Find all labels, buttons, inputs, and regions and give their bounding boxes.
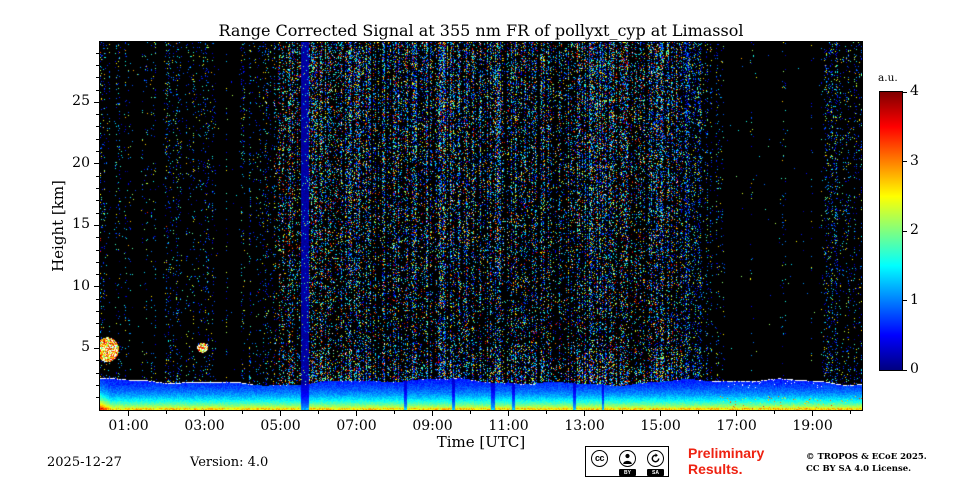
x-tick-label: 13:00 bbox=[564, 418, 605, 434]
y-minor-tick-mark bbox=[96, 175, 99, 177]
y-tick-label: 20 bbox=[72, 154, 90, 171]
copyright-line-1: © TROPOS & ECoE 2025. bbox=[806, 452, 927, 462]
heatmap-canvas bbox=[100, 42, 862, 410]
y-minor-tick-mark bbox=[96, 212, 99, 214]
y-minor-tick-mark bbox=[96, 89, 99, 91]
footer-date: 2025-12-27 bbox=[47, 455, 122, 470]
y-tick-mark bbox=[94, 101, 99, 103]
x-minor-tick-mark bbox=[470, 411, 472, 414]
cc-by-person-icon bbox=[619, 450, 636, 467]
y-minor-tick-mark bbox=[96, 52, 99, 54]
y-tick-label: 15 bbox=[72, 216, 90, 233]
colorbar-tick-mark bbox=[903, 300, 907, 301]
y-minor-tick-mark bbox=[96, 372, 99, 374]
y-tick-label: 5 bbox=[81, 339, 90, 356]
y-minor-tick-mark bbox=[96, 237, 99, 239]
x-tick-mark bbox=[128, 411, 129, 416]
y-minor-tick-mark bbox=[96, 274, 99, 276]
y-minor-tick-mark bbox=[96, 298, 99, 300]
y-minor-tick-mark bbox=[96, 151, 99, 153]
y-tick-mark bbox=[94, 224, 99, 226]
colorbar-tick-label: 0 bbox=[910, 361, 919, 377]
x-tick-label: 11:00 bbox=[488, 418, 529, 434]
x-tick-label: 03:00 bbox=[184, 418, 225, 434]
x-tick-label: 09:00 bbox=[412, 418, 453, 434]
cc-sa-chip: SA bbox=[647, 469, 664, 476]
copyright-note: © TROPOS & ECoE 2025. CC BY SA 4.0 Licen… bbox=[806, 451, 927, 476]
x-minor-tick-mark bbox=[394, 411, 396, 414]
y-minor-tick-mark bbox=[96, 335, 99, 337]
y-minor-tick-mark bbox=[96, 249, 99, 251]
x-minor-tick-mark bbox=[850, 411, 852, 414]
colorbar-tick-label: 2 bbox=[910, 222, 919, 238]
colorbar-tick-mark bbox=[903, 369, 907, 371]
y-minor-tick-mark bbox=[96, 323, 99, 325]
x-tick-mark bbox=[812, 411, 814, 416]
x-tick-label: 07:00 bbox=[336, 418, 377, 434]
y-minor-tick-mark bbox=[96, 311, 99, 313]
y-tick-mark bbox=[94, 347, 99, 349]
x-tick-mark bbox=[204, 411, 205, 416]
x-minor-tick-mark bbox=[242, 411, 244, 414]
y-minor-tick-mark bbox=[96, 64, 99, 66]
colorbar-tick-mark bbox=[903, 230, 907, 232]
x-tick-label: 17:00 bbox=[716, 418, 757, 434]
x-minor-tick-mark bbox=[166, 411, 167, 414]
cc-license-badge: cc BY SA bbox=[585, 446, 669, 477]
y-minor-tick-mark bbox=[96, 384, 99, 386]
x-tick-mark bbox=[280, 411, 282, 416]
colorbar-unit-label: a.u. bbox=[878, 72, 898, 84]
x-minor-tick-mark bbox=[622, 411, 624, 414]
y-minor-tick-mark bbox=[96, 360, 99, 362]
colorbar-tick-mark bbox=[903, 161, 907, 162]
y-tick-label: 25 bbox=[72, 93, 90, 110]
cc-by-chip: BY bbox=[619, 469, 636, 476]
x-tick-mark bbox=[736, 411, 738, 416]
colorbar-tick-label: 4 bbox=[910, 83, 919, 99]
y-minor-tick-mark bbox=[96, 397, 99, 399]
x-axis-label: Time [UTC] bbox=[436, 433, 526, 451]
cc-sa-arrow-icon bbox=[647, 450, 664, 467]
y-tick-mark bbox=[94, 286, 99, 288]
y-minor-tick-mark bbox=[96, 200, 99, 202]
colorbar bbox=[879, 91, 903, 371]
y-minor-tick-mark bbox=[96, 77, 99, 79]
y-tick-mark bbox=[94, 163, 99, 165]
x-tick-label: 01:00 bbox=[108, 418, 149, 434]
y-tick-label: 10 bbox=[72, 277, 90, 294]
colorbar-gradient bbox=[880, 92, 902, 370]
x-tick-label: 15:00 bbox=[640, 418, 681, 434]
x-minor-tick-mark bbox=[774, 411, 776, 414]
x-minor-tick-mark bbox=[546, 411, 548, 414]
x-tick-mark bbox=[356, 411, 358, 416]
x-tick-mark bbox=[432, 411, 434, 416]
cc-logo-icon: cc bbox=[591, 450, 608, 467]
y-minor-tick-mark bbox=[96, 261, 99, 263]
x-tick-label: 05:00 bbox=[260, 418, 301, 434]
colorbar-tick-label: 3 bbox=[910, 152, 919, 169]
x-minor-tick-mark bbox=[698, 411, 700, 414]
y-minor-tick-mark bbox=[96, 126, 99, 128]
colorbar-tick-mark bbox=[903, 91, 907, 93]
colorbar-tick-label: 1 bbox=[910, 291, 919, 308]
y-minor-tick-mark bbox=[96, 138, 99, 140]
x-tick-mark bbox=[660, 411, 662, 416]
plot-area bbox=[99, 41, 863, 411]
preliminary-note: Preliminary Results. bbox=[688, 445, 765, 478]
version-label: Version: 4.0 bbox=[190, 455, 269, 470]
x-tick-mark bbox=[508, 411, 510, 416]
x-minor-tick-mark bbox=[318, 411, 320, 414]
y-minor-tick-mark bbox=[96, 187, 99, 189]
chart-title: Range Corrected Signal at 355 nm FR of p… bbox=[218, 21, 744, 40]
copyright-line-2: CC BY SA 4.0 License. bbox=[806, 464, 912, 475]
x-tick-label: 19:00 bbox=[792, 418, 833, 434]
x-tick-mark bbox=[584, 411, 586, 416]
y-minor-tick-mark bbox=[96, 114, 99, 116]
